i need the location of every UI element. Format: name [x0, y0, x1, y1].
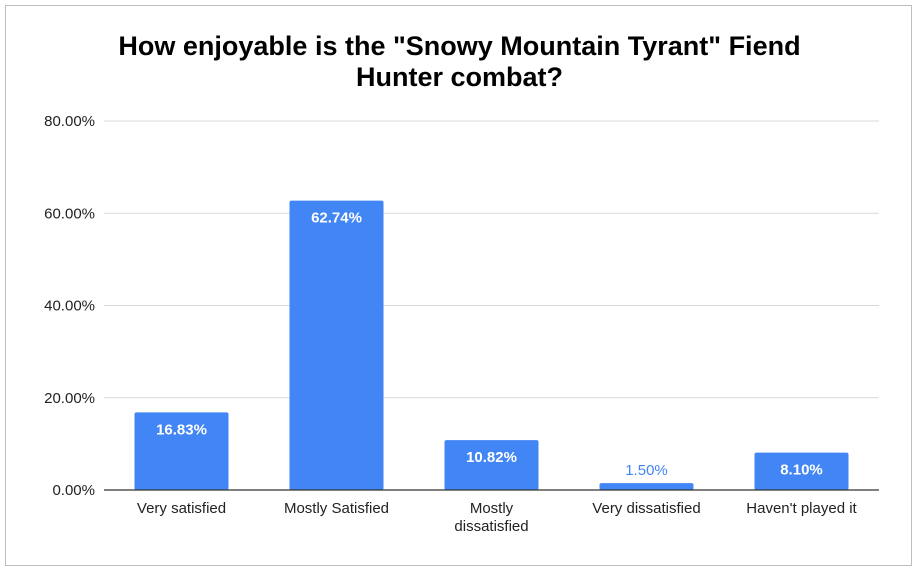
- data-label: 8.10%: [780, 462, 823, 479]
- bar: [289, 200, 384, 490]
- chart-title-line-1: How enjoyable is the "Snowy Mountain Tyr…: [118, 31, 801, 61]
- x-tick-label: Haven't played it: [746, 500, 857, 517]
- bar: [134, 412, 229, 490]
- data-label: 16.83%: [156, 421, 207, 438]
- bar: [754, 452, 849, 490]
- bar: [599, 483, 694, 490]
- x-tick-label: dissatisfied: [454, 518, 528, 535]
- chart-title-line-2: Hunter combat?: [355, 62, 563, 92]
- y-tick-label: 80.00%: [44, 113, 95, 130]
- x-tick-label: Very satisfied: [137, 500, 226, 517]
- x-tick-label: Mostly Satisfied: [284, 500, 389, 517]
- data-label: 62.74%: [311, 210, 362, 227]
- data-label: 1.50%: [625, 462, 668, 479]
- y-tick-label: 60.00%: [44, 205, 95, 222]
- y-tick-label: 20.00%: [44, 390, 95, 407]
- chart-title: How enjoyable is the "Snowy Mountain Tyr…: [0, 31, 919, 93]
- data-label: 10.82%: [466, 449, 517, 466]
- bar: [444, 440, 539, 490]
- y-tick-label: 40.00%: [44, 298, 95, 315]
- y-tick-label: 0.00%: [52, 482, 95, 499]
- x-tick-label: Mostly: [470, 500, 514, 517]
- x-tick-label: Very dissatisfied: [592, 500, 700, 517]
